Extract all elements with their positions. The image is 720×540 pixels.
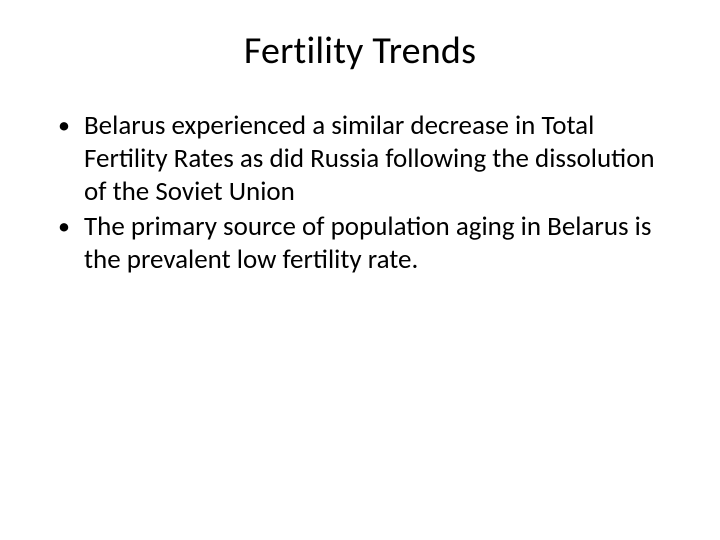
list-item: Belarus experienced a similar decrease i… xyxy=(58,110,680,209)
slide-container: Fertility Trends Belarus experienced a s… xyxy=(0,0,720,540)
list-item: The primary source of population aging i… xyxy=(58,211,680,277)
bullet-list: Belarus experienced a similar decrease i… xyxy=(40,110,680,277)
slide-title: Fertility Trends xyxy=(40,28,680,74)
